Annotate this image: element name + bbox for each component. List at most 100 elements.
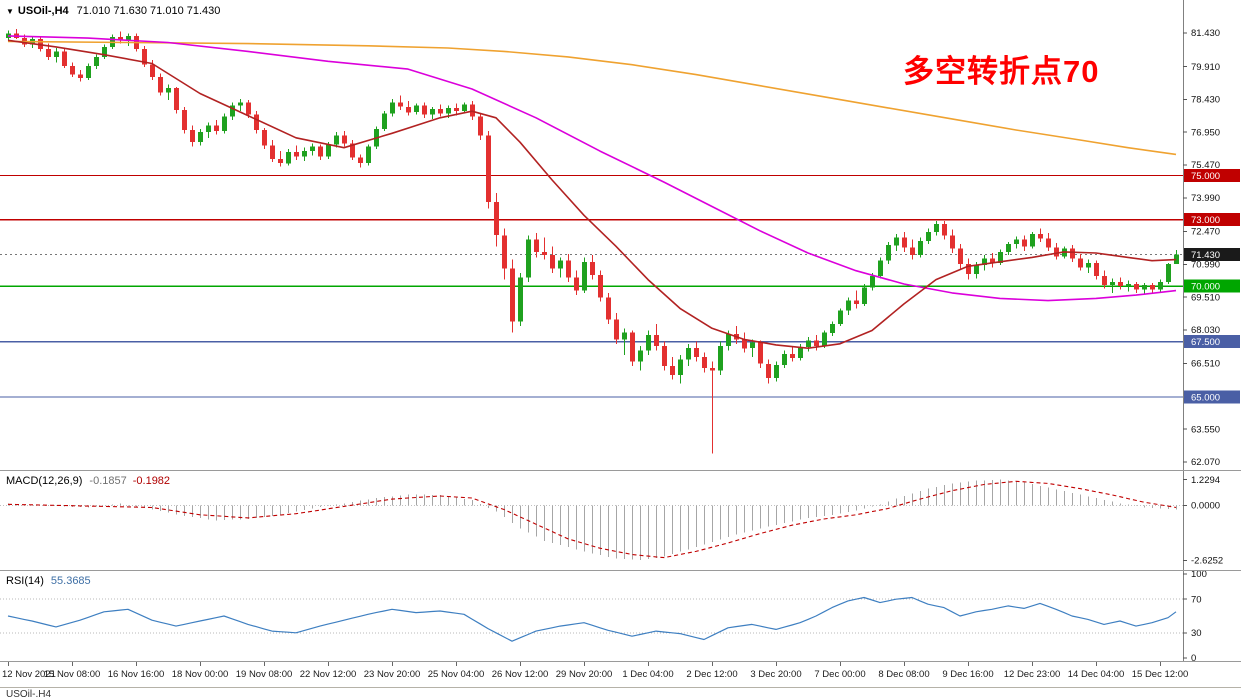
rsi-label: RSI(14) 55.3685 xyxy=(6,575,91,587)
candle-bear xyxy=(1150,285,1155,290)
candle-bear xyxy=(142,49,147,65)
price-badge xyxy=(1184,168,1240,182)
price-axis-label: 76.950 xyxy=(1191,127,1220,138)
candle-bull xyxy=(126,35,131,41)
candle-bear xyxy=(294,152,299,157)
ma-line-slow xyxy=(7,40,1177,156)
time-axis[interactable]: 12 Nov 2021 15 Nov 08:00 16 Nov 16:00 18 No… xyxy=(0,662,1241,687)
clipped-bottom-row[interactable]: USOil-,H4 xyxy=(0,688,1241,697)
price-axis-label: 70.990 xyxy=(1191,260,1220,271)
candle-bull xyxy=(526,239,531,278)
candle-bear xyxy=(150,64,155,77)
candle-bear xyxy=(70,65,75,75)
rsi-name: RSI(14) xyxy=(6,575,44,587)
time-tick xyxy=(1160,662,1161,666)
candle-bull xyxy=(366,146,371,164)
ma-line-medium xyxy=(7,35,1177,302)
candle-bear xyxy=(670,366,675,375)
candle-bull xyxy=(446,107,451,114)
panel-separator[interactable] xyxy=(0,470,1241,471)
candle-bear xyxy=(574,277,579,291)
macd-signal-line xyxy=(7,480,1177,559)
candle-bear xyxy=(534,239,539,252)
candle-bull xyxy=(334,135,339,145)
candle-bull xyxy=(230,105,235,117)
time-tick xyxy=(456,662,457,666)
macd-value-main: -0.1857 xyxy=(89,475,127,487)
price-badge xyxy=(1184,248,1240,261)
candle-bear xyxy=(1070,248,1075,259)
candle-bear xyxy=(614,319,619,340)
candle-bull xyxy=(1006,244,1011,252)
candle-bull xyxy=(1142,285,1147,290)
price-axis-label: 62.070 xyxy=(1191,457,1220,468)
candle-bull xyxy=(718,346,723,371)
candle-bull xyxy=(414,105,419,113)
time-axis-label: 12 Dec 23:00 xyxy=(1003,669,1061,680)
time-axis-label: 16 Nov 16:00 xyxy=(107,669,165,680)
macd-panel: 1.2294 0.0000 -2.6252 MACD(12,26,9) -0.1857… xyxy=(0,471,1241,570)
candle-bear xyxy=(1078,258,1083,268)
candle-bull xyxy=(982,258,987,266)
rsi-canvas[interactable]: 100 70 30 0 xyxy=(0,571,1241,661)
macd-canvas[interactable]: 1.2294 0.0000 -2.6252 xyxy=(0,471,1241,570)
panel-separator[interactable] xyxy=(0,570,1241,571)
candle-bull xyxy=(582,261,587,291)
candle-bull xyxy=(302,151,307,157)
main-chart-panel: 81.430 79.910 78.430 76.950 75.470 73.990 72.4… xyxy=(0,0,1241,470)
candle-bull xyxy=(926,231,931,241)
rsi-axis-label: 30 xyxy=(1191,628,1202,639)
candle-bear xyxy=(958,248,963,264)
candle-bear xyxy=(766,363,771,379)
candle-bull xyxy=(622,332,627,340)
macd-value-signal: -0.1982 xyxy=(132,475,171,487)
rsi-axis[interactable]: 100 70 30 0 xyxy=(1183,571,1207,661)
price-badge xyxy=(1184,335,1240,349)
time-tick xyxy=(584,662,585,666)
price-badge-label: 73.000 xyxy=(1191,215,1220,226)
candle-bear xyxy=(1022,239,1027,247)
candle-bear xyxy=(910,247,915,256)
time-tick xyxy=(840,662,841,666)
price-axis-label: 81.430 xyxy=(1191,28,1220,39)
candle-bear xyxy=(214,125,219,132)
candle-bear xyxy=(254,114,259,130)
candle-bear xyxy=(494,202,499,236)
price-badge-label: 70.000 xyxy=(1191,282,1220,293)
candle-bull xyxy=(326,144,331,157)
candle-bull xyxy=(198,132,203,143)
price-axis-label: 79.910 xyxy=(1191,62,1220,73)
candle-bull xyxy=(166,87,171,93)
main-chart-canvas[interactable]: 81.430 79.910 78.430 76.950 75.470 73.990 72.4… xyxy=(0,0,1241,470)
candle-bull xyxy=(1014,239,1019,245)
macd-axis[interactable]: 1.2294 0.0000 -2.6252 xyxy=(1183,471,1223,570)
time-axis-label: 25 Nov 04:00 xyxy=(427,669,485,680)
candle-bull xyxy=(726,333,731,346)
candle-bear xyxy=(902,237,907,248)
macd-axis-label: 1.2294 xyxy=(1191,475,1220,486)
time-axis-label: 19 Nov 08:00 xyxy=(235,669,293,680)
time-tick xyxy=(392,662,393,666)
candle-bull xyxy=(86,65,91,78)
price-badge xyxy=(1184,213,1240,227)
candle-bear xyxy=(182,110,187,130)
candle-bear xyxy=(270,145,275,159)
candle-bear xyxy=(702,357,707,369)
candle-bear xyxy=(790,353,795,359)
price-axis[interactable]: 81.430 79.910 78.430 76.950 75.470 73.990 72.4… xyxy=(1183,0,1240,470)
candle-bear xyxy=(246,102,251,115)
price-badge-label: 71.430 xyxy=(1191,250,1220,261)
time-axis-label: 1 Dec 04:00 xyxy=(622,669,674,680)
candle-bull xyxy=(238,102,243,106)
candle-bull xyxy=(798,347,803,359)
candle-bear xyxy=(454,107,459,112)
candle-bear xyxy=(950,235,955,249)
time-tick xyxy=(72,662,73,666)
candle-bear xyxy=(854,300,859,304)
candle-bear xyxy=(550,255,555,269)
chart-annotation-text[interactable]: 多空转折点70 xyxy=(903,54,1100,89)
candle-bull xyxy=(918,240,923,256)
macd-name: MACD(12,26,9) xyxy=(6,475,83,487)
candle-bear xyxy=(78,74,83,78)
